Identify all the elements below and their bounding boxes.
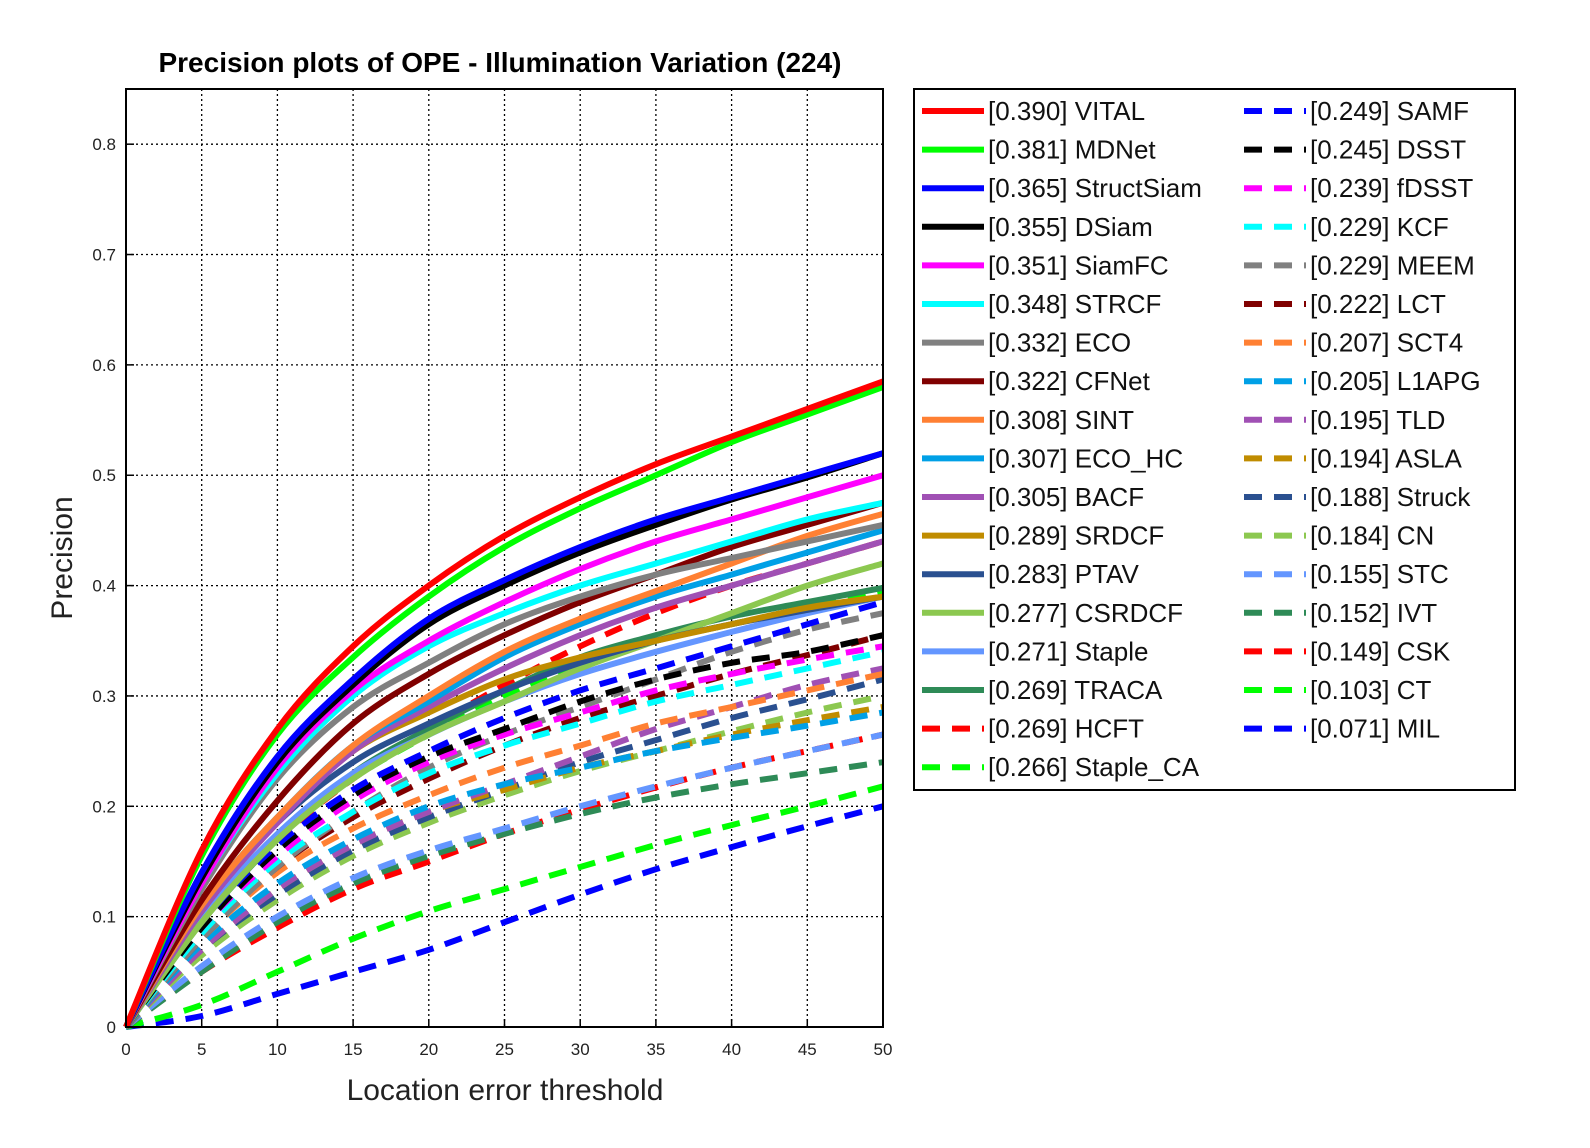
y-tick-label: 0.5 <box>92 466 116 485</box>
legend-label: [0.269] HCFT <box>988 714 1144 744</box>
legend-label: [0.239] fDSST <box>1310 173 1473 203</box>
legend-items: [0.390] VITAL [0.381] MDNet [0.365] Struct… <box>922 96 1481 782</box>
series-line <box>123 511 884 1029</box>
y-tick-label: 0.4 <box>92 577 116 596</box>
series-line <box>123 560 884 1029</box>
chart-title: Precision plots of OPE - Illumination Va… <box>158 47 841 78</box>
legend-label: [0.207] SCT4 <box>1310 328 1463 358</box>
series-line <box>125 783 884 1030</box>
legend-label: [0.071] MIL <box>1310 714 1440 744</box>
y-tick-label: 0.1 <box>92 908 116 927</box>
legend-label: [0.188] Struck <box>1310 482 1471 512</box>
series-line <box>123 378 885 1029</box>
legend-label: [0.266] Staple_CA <box>988 752 1200 782</box>
series-line <box>123 450 884 1029</box>
x-tick-label: 15 <box>344 1040 363 1059</box>
x-tick-label: 5 <box>197 1040 206 1059</box>
legend-label: [0.351] SiamFC <box>988 250 1169 280</box>
legend-label: [0.277] CSRDCF <box>988 598 1183 628</box>
series-line <box>123 709 884 1030</box>
series-line <box>123 665 884 1030</box>
legend-label: [0.348] STRCF <box>988 289 1161 319</box>
legend-label: [0.155] STC <box>1310 559 1449 589</box>
x-tick-label: 30 <box>571 1040 590 1059</box>
legend-label: [0.149] CSK <box>1310 636 1451 666</box>
legend-label: [0.229] MEEM <box>1310 250 1475 280</box>
y-tick-label: 0.8 <box>92 135 116 154</box>
x-tick-label: 40 <box>722 1040 741 1059</box>
series-line <box>123 692 884 1030</box>
series-line <box>123 472 884 1029</box>
series-line <box>124 759 884 1030</box>
x-tick-label: 10 <box>268 1040 287 1059</box>
legend-label: [0.289] SRDCF <box>988 521 1164 551</box>
legend-label: [0.322] CFNet <box>988 366 1151 396</box>
y-tick-label: 0.6 <box>92 356 116 375</box>
x-tick-label: 25 <box>495 1040 514 1059</box>
legend-label: [0.283] PTAV <box>988 559 1139 589</box>
legend-label: [0.332] ECO <box>988 328 1131 358</box>
series-line <box>124 731 884 1030</box>
y-tick-label: 0.2 <box>92 797 116 816</box>
legend-label: [0.152] IVT <box>1310 598 1437 628</box>
y-axis-ticks: 0 0.1 0.2 0.3 0.4 0.5 0.6 0.7 0.8 <box>92 135 134 1037</box>
legend-label: [0.271] Staple <box>988 636 1148 666</box>
legend-label: [0.305] BACF <box>988 482 1144 512</box>
y-tick-label: 0 <box>107 1018 116 1037</box>
legend-label: [0.269] TRACA <box>988 675 1163 705</box>
series-line <box>123 643 884 1029</box>
legend-label: [0.308] SINT <box>988 405 1134 435</box>
x-tick-label: 50 <box>874 1040 893 1059</box>
legend-label: [0.195] TLD <box>1310 405 1445 435</box>
series-line <box>123 538 884 1029</box>
plot-grid <box>126 89 883 1027</box>
series-line <box>123 521 884 1029</box>
y-axis-label: Precision <box>46 496 79 619</box>
legend-label: [0.307] ECO_HC <box>988 443 1183 473</box>
x-tick-label: 20 <box>419 1040 438 1059</box>
legend-label: [0.390] VITAL <box>988 96 1145 126</box>
x-tick-label: 0 <box>121 1040 130 1059</box>
legend-label: [0.103] CT <box>1310 675 1432 705</box>
series-line <box>125 803 884 1030</box>
legend-box <box>913 88 1516 791</box>
x-tick-label: 45 <box>798 1040 817 1059</box>
x-tick-label: 35 <box>646 1040 665 1059</box>
legend-label: [0.249] SAMF <box>1310 96 1469 126</box>
y-tick-label: 0.7 <box>92 246 116 265</box>
legend: [0.390] VITAL [0.381] MDNet [0.365] Struct… <box>913 88 1516 791</box>
legend-label: [0.229] KCF <box>1310 212 1449 242</box>
legend-label: [0.194] ASLA <box>1310 443 1462 473</box>
legend-label: [0.355] DSiam <box>988 212 1153 242</box>
y-tick-label: 0.3 <box>92 687 116 706</box>
legend-label: [0.245] DSST <box>1310 135 1466 165</box>
series-line <box>123 648 884 1029</box>
x-axis-label: Location error threshold <box>347 1074 664 1107</box>
legend-label: [0.222] LCT <box>1310 289 1446 319</box>
legend-label: [0.365] StructSiam <box>988 173 1202 203</box>
plot-series <box>123 378 885 1030</box>
series-line <box>123 610 884 1029</box>
legend-label: [0.184] CN <box>1310 521 1434 551</box>
legend-label: [0.381] MDNet <box>988 135 1156 165</box>
legend-label: [0.205] L1APG <box>1310 366 1481 396</box>
x-axis-ticks: 0 5 10 15 20 25 30 35 40 45 50 <box>121 1019 892 1059</box>
series-line <box>123 499 884 1029</box>
